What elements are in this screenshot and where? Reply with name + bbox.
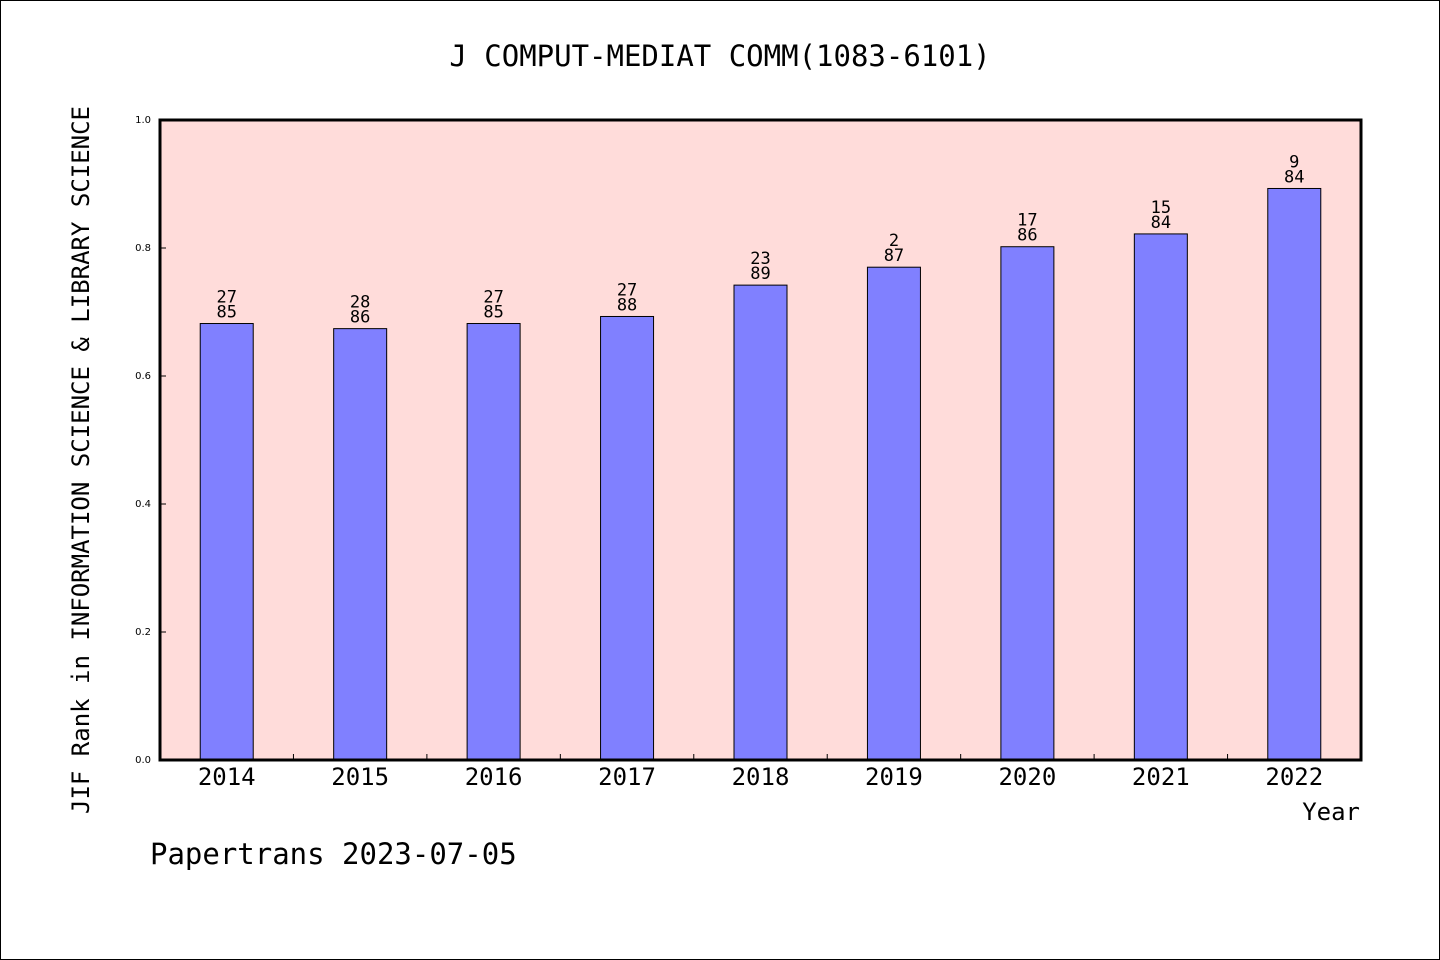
rank-label: 2 <box>889 231 899 251</box>
bar-2018 <box>733 284 788 761</box>
plot-border <box>158 118 1363 762</box>
bar-2019 <box>866 266 921 761</box>
total-label: 85 <box>216 303 236 323</box>
bar-2022 <box>1267 187 1322 761</box>
y-tick-label: 0.8 <box>135 243 151 254</box>
footer-note: Papertrans 2023-07-05 <box>150 837 517 871</box>
x-axis-label: Year <box>1302 798 1360 826</box>
y-tick-label: 0.0 <box>135 755 151 766</box>
rank-label: 17 <box>1017 211 1037 231</box>
x-tick-label: 2020 <box>998 763 1056 791</box>
chart-title: J COMPUT-MEDIAT COMM(1083-6101) <box>449 39 990 73</box>
rank-label: 27 <box>216 288 236 308</box>
rank-label: 27 <box>483 288 503 308</box>
y-tick-label: 0.6 <box>135 371 151 382</box>
y-tick-label: 0.2 <box>135 627 151 638</box>
y-axis-label: JIF Rank in INFORMATION SCIENCE & LIBRAR… <box>67 106 95 814</box>
rank-label: 28 <box>350 293 370 313</box>
rank-label: 15 <box>1151 198 1171 218</box>
bar-2017 <box>600 315 655 761</box>
x-tick-label: 2015 <box>331 763 389 791</box>
bars-group <box>199 187 1322 761</box>
total-label: 86 <box>350 308 370 328</box>
total-label: 89 <box>750 264 770 284</box>
total-label: 86 <box>1017 226 1037 246</box>
bar-2020 <box>1000 246 1055 761</box>
x-tick-label: 2018 <box>732 763 790 791</box>
rank-label: 27 <box>617 280 637 300</box>
rank-label: 23 <box>750 249 770 269</box>
total-label: 87 <box>884 246 904 266</box>
x-tick-label: 2016 <box>465 763 523 791</box>
total-label: 88 <box>617 295 637 315</box>
total-label: 84 <box>1151 213 1171 233</box>
x-tick-label: 2019 <box>865 763 923 791</box>
x-tick-label: 2021 <box>1132 763 1190 791</box>
total-label: 84 <box>1284 167 1304 187</box>
y-tick-label: 0.4 <box>135 499 151 510</box>
total-label: 85 <box>483 303 503 323</box>
bar-2021 <box>1133 233 1188 761</box>
bar-2016 <box>466 323 521 761</box>
bar-2015 <box>333 328 388 761</box>
x-tick-label: 2022 <box>1265 763 1323 791</box>
bar-2014 <box>199 323 254 761</box>
x-tick-label: 2017 <box>598 763 656 791</box>
y-tick-label: 1.0 <box>135 115 151 126</box>
rank-label: 9 <box>1289 152 1299 172</box>
x-tick-labels-group: 2014 2015 2016 2017 2018 2019 2020 2021 2022 <box>198 763 1323 791</box>
x-tick-label: 2014 <box>198 763 256 791</box>
